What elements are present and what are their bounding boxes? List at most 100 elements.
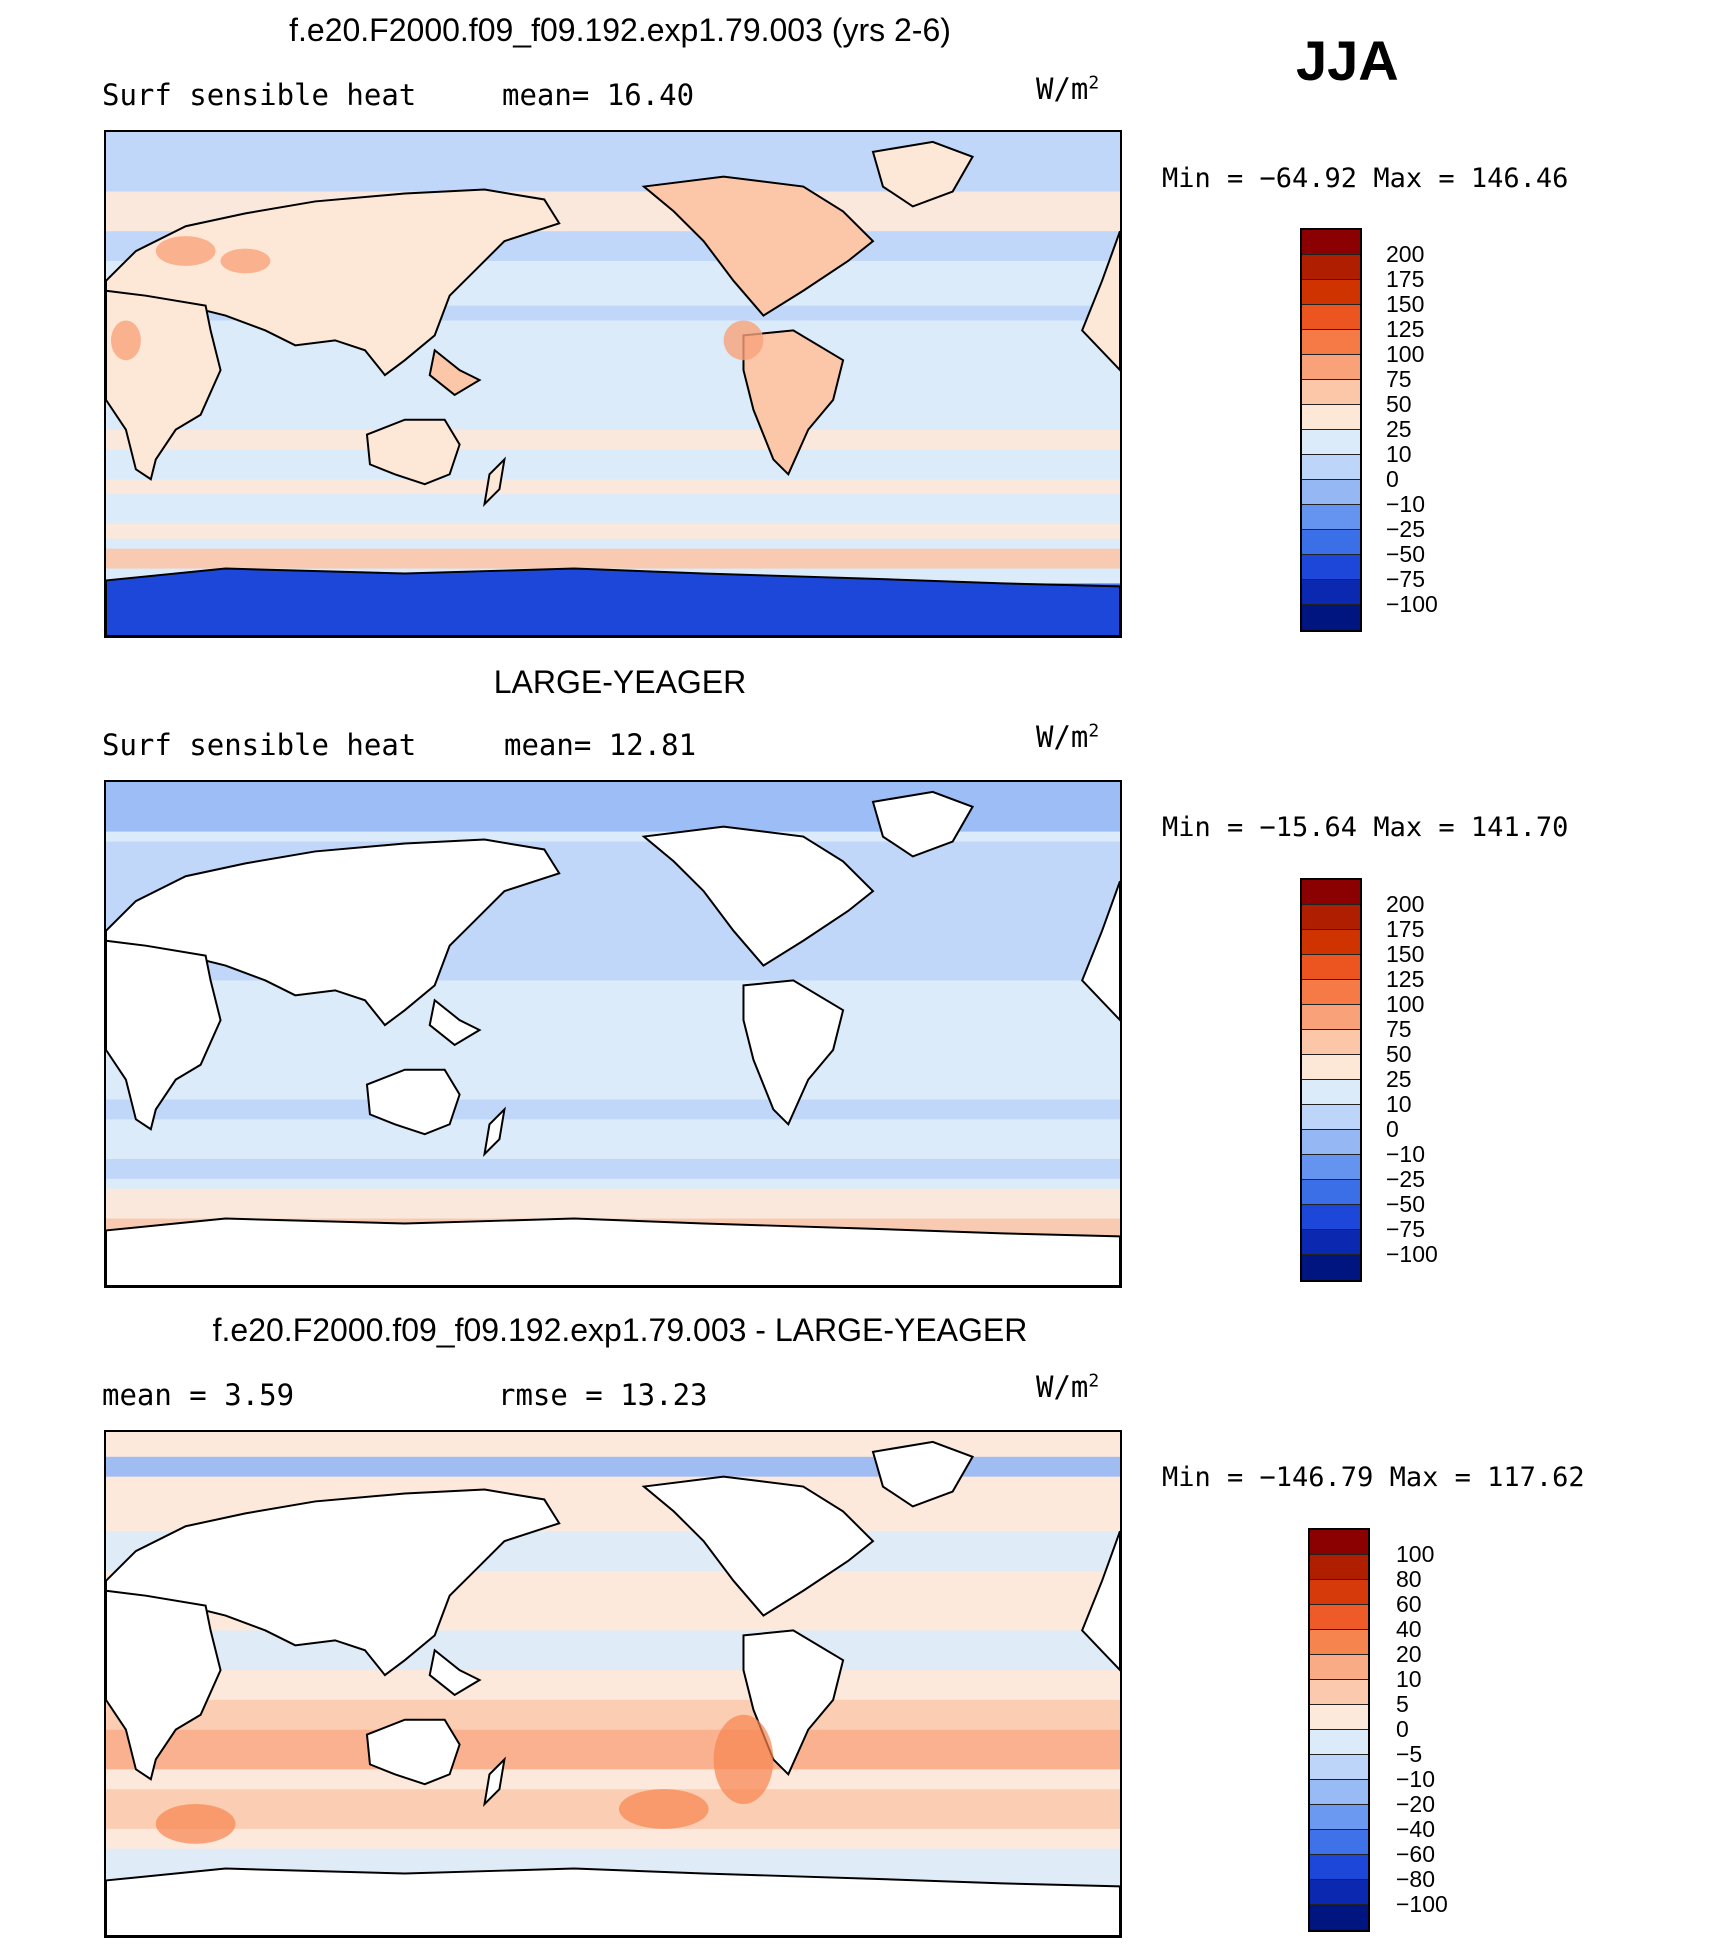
units-label: W/m2 [1036, 72, 1100, 106]
colorbar-swatch [1310, 1630, 1368, 1655]
colorbar-level-label: 25 [1386, 1066, 1412, 1092]
colorbar-swatch [1302, 1155, 1360, 1180]
colorbar-level-label: 125 [1386, 316, 1425, 342]
colorbar-swatch [1302, 980, 1360, 1005]
colorbar-level-label: 60 [1396, 1591, 1422, 1617]
colorbar-level-label: −10 [1386, 491, 1426, 517]
colorbar-swatch [1302, 1205, 1360, 1230]
colorbar-swatch [1310, 1905, 1368, 1930]
units-label: W/m2 [1036, 1370, 1100, 1404]
colorbar-level-label: 100 [1386, 341, 1425, 367]
colorbar-swatch [1302, 605, 1360, 630]
colorbar-swatch [1302, 1055, 1360, 1080]
mean-label: mean = 3.59 [102, 1378, 295, 1412]
colorbar-labels: 100 80 60 40 20 10 5 0 −5 −10 −20 −40 −60 −80 −100 [1396, 1542, 1448, 1917]
map-panel [104, 1430, 1122, 1938]
min-max-label: Min = −146.79 Max = 117.62 [1162, 1462, 1585, 1493]
colorbar-level-label: 175 [1386, 266, 1425, 292]
colorbar-swatch [1302, 1180, 1360, 1205]
colorbar-swatch [1310, 1730, 1368, 1755]
mean-label: mean= 12.81 [504, 728, 697, 762]
panel-title: f.e20.F2000.f09_f09.192.exp1.79.003 (yrs… [289, 12, 951, 48]
colorbar-level-label: 0 [1386, 1116, 1399, 1142]
colorbar-swatch [1302, 1255, 1360, 1280]
colorbar-swatch [1310, 1680, 1368, 1705]
colorbar-swatch [1302, 405, 1360, 430]
rmse-label: rmse = 13.23 [498, 1378, 708, 1412]
colorbar-level-label: 50 [1386, 391, 1412, 417]
map-panel [104, 780, 1122, 1288]
colorbar-swatch [1310, 1605, 1368, 1630]
panel-title: f.e20.F2000.f09_f09.192.exp1.79.003 - LA… [212, 1312, 1028, 1348]
colorbar-swatch [1302, 880, 1360, 905]
colorbar-swatch [1302, 230, 1360, 255]
colorbar [1300, 878, 1362, 1282]
colorbar-swatch [1302, 1130, 1360, 1155]
colorbar-swatch [1302, 480, 1360, 505]
colorbar-swatch [1302, 330, 1360, 355]
colorbar-swatch [1302, 430, 1360, 455]
colorbar-level-label: 100 [1386, 991, 1425, 1017]
colorbar-level-label: −50 [1386, 541, 1426, 567]
colorbar-labels: 200 175 150 125 100 75 50 25 10 0 −10 −25 −50 −75 −100 [1386, 242, 1438, 617]
colorbar-swatch [1302, 305, 1360, 330]
season-label: JJA [1296, 29, 1399, 92]
panel-title: LARGE-YEAGER [493, 664, 747, 700]
colorbar-level-label: 10 [1396, 1666, 1422, 1692]
colorbar-swatch [1302, 530, 1360, 555]
colorbar-labels: 200 175 150 125 100 75 50 25 10 0 −10 −25 −50 −75 −100 [1386, 892, 1438, 1267]
colorbar-level-label: 80 [1396, 1566, 1422, 1592]
colorbar-swatch [1302, 1230, 1360, 1255]
colorbar-level-label: 25 [1386, 416, 1412, 442]
colorbar-level-label: 150 [1386, 941, 1425, 967]
colorbar-swatch [1302, 505, 1360, 530]
colorbar-level-label: 10 [1386, 1091, 1412, 1117]
min-max-label: Min = −64.92 Max = 146.46 [1162, 163, 1569, 194]
colorbar-swatch [1310, 1705, 1368, 1730]
colorbar-level-label: 10 [1386, 441, 1412, 467]
colorbar-swatch [1302, 930, 1360, 955]
colorbar-level-label: 175 [1386, 916, 1425, 942]
units-label: W/m2 [1036, 720, 1100, 754]
variable-label: Surf sensible heat [102, 78, 417, 112]
colorbar-swatch [1302, 455, 1360, 480]
min-max-label: Min = −15.64 Max = 141.70 [1162, 812, 1569, 843]
colorbar-level-label: −10 [1396, 1766, 1436, 1792]
colorbar-swatch [1302, 280, 1360, 305]
colorbar-swatch [1302, 355, 1360, 380]
colorbar-swatch [1310, 1555, 1368, 1580]
colorbar-level-label: −75 [1386, 566, 1426, 592]
colorbar-swatch [1310, 1805, 1368, 1830]
colorbar-swatch [1302, 580, 1360, 605]
colorbar [1308, 1528, 1370, 1932]
colorbar-swatch [1302, 1030, 1360, 1055]
colorbar-level-label: −80 [1396, 1866, 1436, 1892]
colorbar-level-label: −50 [1386, 1191, 1426, 1217]
colorbar-level-label: 20 [1396, 1641, 1422, 1667]
colorbar-swatch [1302, 1080, 1360, 1105]
colorbar-swatch [1302, 555, 1360, 580]
colorbar-level-label: 5 [1396, 1691, 1409, 1717]
colorbar-level-label: 75 [1386, 366, 1412, 392]
colorbar-level-label: −100 [1396, 1891, 1448, 1917]
colorbar-swatch [1302, 955, 1360, 980]
colorbar-level-label: 50 [1386, 1041, 1412, 1067]
colorbar-level-label: −100 [1386, 1241, 1438, 1267]
colorbar-level-label: −40 [1396, 1816, 1436, 1842]
map-panel [104, 130, 1122, 638]
colorbar-swatch [1310, 1830, 1368, 1855]
colorbar-level-label: −60 [1396, 1841, 1436, 1867]
colorbar-level-label: 40 [1396, 1616, 1422, 1642]
colorbar-swatch [1310, 1580, 1368, 1605]
colorbar-level-label: 150 [1386, 291, 1425, 317]
colorbar-level-label: −20 [1396, 1791, 1436, 1817]
colorbar-swatch [1302, 1005, 1360, 1030]
colorbar-level-label: 0 [1386, 466, 1399, 492]
variable-label: Surf sensible heat [102, 728, 417, 762]
colorbar [1300, 228, 1362, 632]
colorbar-swatch [1310, 1530, 1368, 1555]
colorbar-level-label: −5 [1396, 1741, 1423, 1767]
colorbar-level-label: 100 [1396, 1541, 1435, 1567]
colorbar-level-label: −25 [1386, 1166, 1426, 1192]
colorbar-level-label: −75 [1386, 1216, 1426, 1242]
